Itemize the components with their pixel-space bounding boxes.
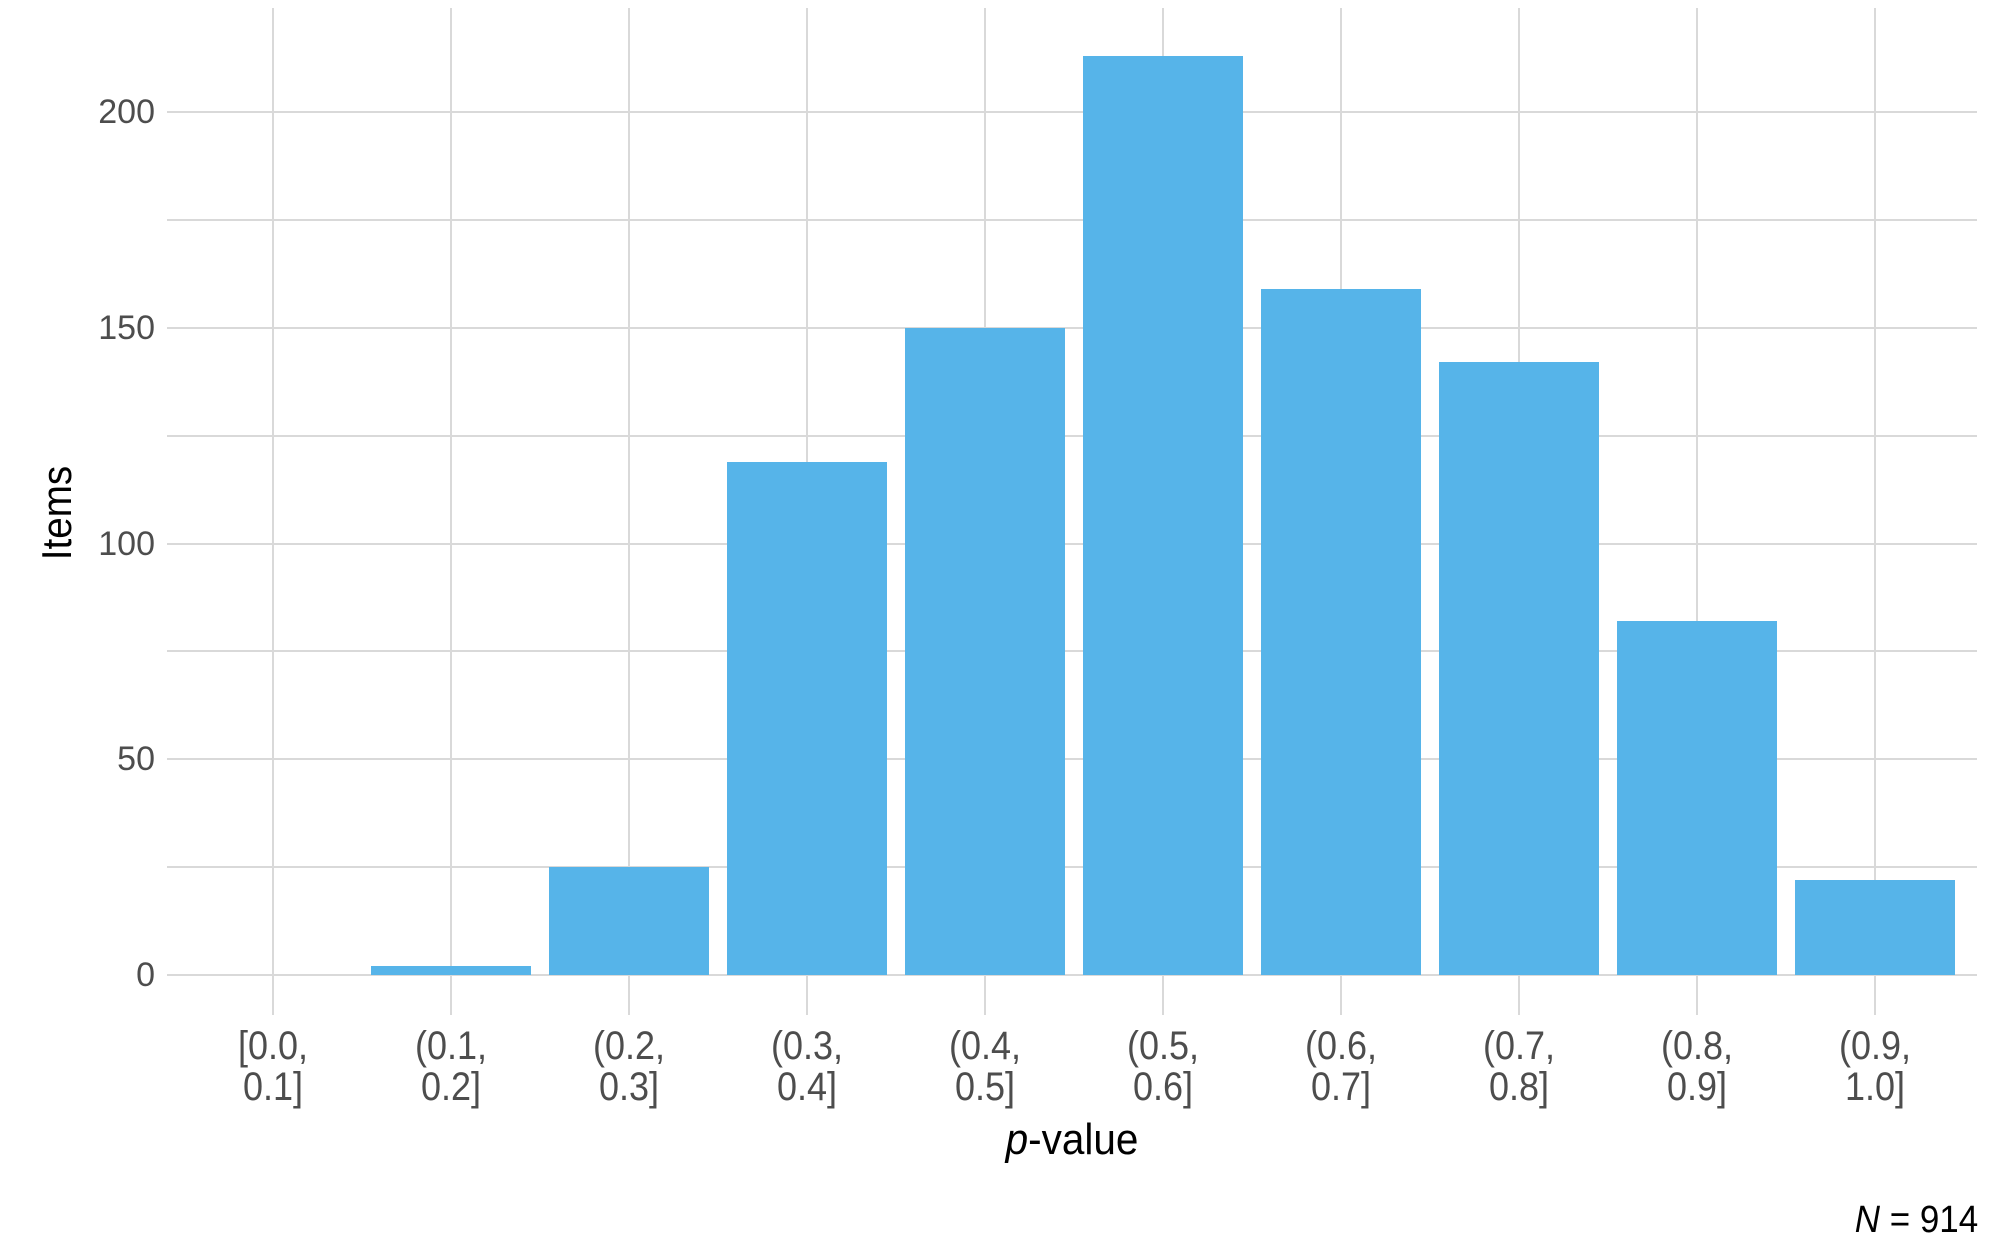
y-axis-tick-label: 0 — [136, 956, 155, 994]
sample-size-annotation: N = 914 — [1855, 1200, 1978, 1240]
histogram-bar — [1795, 880, 1955, 975]
gridline-horizontal — [167, 974, 1977, 976]
x-axis-tick-mark — [1340, 975, 1342, 1015]
histogram-bar — [1083, 56, 1243, 975]
y-axis-tick-label: 100 — [98, 524, 155, 563]
gridline-horizontal — [167, 866, 1977, 869]
y-axis-tick-label: 150 — [98, 308, 155, 347]
gridline-vertical — [628, 8, 630, 975]
x-axis-tick-label: (0.8, 0.9] — [1660, 1024, 1734, 1109]
x-axis-tick-label: (0.6, 0.7] — [1304, 1024, 1378, 1109]
y-axis-title-text: Items — [33, 465, 80, 561]
gridline-horizontal — [167, 650, 1977, 653]
x-axis-tick-mark — [1874, 975, 1876, 1015]
x-axis-tick-label: (0.9, 1.0] — [1838, 1024, 1912, 1109]
x-axis-tick-mark — [806, 975, 808, 1015]
histogram-bar — [371, 966, 531, 975]
histogram-bar — [1261, 289, 1421, 975]
gridline-horizontal — [167, 326, 1977, 329]
sample-size-regular: = 914 — [1879, 1199, 1978, 1241]
x-axis-tick-label: (0.1, 0.2] — [414, 1024, 488, 1109]
x-axis-tick-mark — [272, 975, 274, 1015]
x-axis-tick-mark — [1696, 975, 1698, 1015]
histogram-bar — [549, 867, 709, 975]
y-axis-title: Items — [33, 421, 80, 605]
gridline-horizontal — [167, 758, 1977, 761]
x-axis-title: p-value — [239, 1116, 1904, 1164]
gridline-horizontal — [167, 219, 1977, 222]
y-axis-tick-label: 200 — [98, 93, 155, 132]
x-axis-tick-label: (0.5, 0.6] — [1126, 1024, 1200, 1109]
x-axis-title-regular: -value — [1028, 1115, 1139, 1164]
gridline-vertical — [450, 8, 452, 975]
x-axis-tick-mark — [450, 975, 452, 1015]
x-axis-tick-mark — [628, 975, 630, 1015]
histogram-bar — [727, 461, 887, 975]
histogram-bar — [1617, 621, 1777, 975]
gridline-horizontal — [167, 434, 1977, 437]
y-axis-tick-label: 50 — [117, 740, 155, 779]
x-axis-tick-label: (0.3, 0.4] — [770, 1024, 844, 1109]
x-axis-tick-mark — [1162, 975, 1164, 1015]
x-axis-tick-label: (0.2, 0.3] — [592, 1024, 666, 1109]
gridline-vertical — [1874, 8, 1876, 975]
x-axis-tick-mark — [1518, 975, 1520, 1015]
histogram-bar — [1439, 362, 1599, 975]
gridline-horizontal — [167, 542, 1977, 545]
gridline-vertical — [1696, 8, 1698, 975]
x-axis-tick-mark — [984, 975, 986, 1015]
gridline-horizontal — [167, 111, 1977, 114]
x-axis-tick-label: [0.0, 0.1] — [237, 1024, 309, 1109]
histogram-bar — [905, 327, 1065, 975]
x-axis-tick-label: (0.4, 0.5] — [948, 1024, 1022, 1109]
sample-size-italic: N — [1854, 1199, 1880, 1241]
x-axis-title-italic: p — [1005, 1115, 1029, 1164]
x-axis-tick-label: (0.7, 0.8] — [1482, 1024, 1556, 1109]
gridline-vertical — [272, 8, 274, 975]
